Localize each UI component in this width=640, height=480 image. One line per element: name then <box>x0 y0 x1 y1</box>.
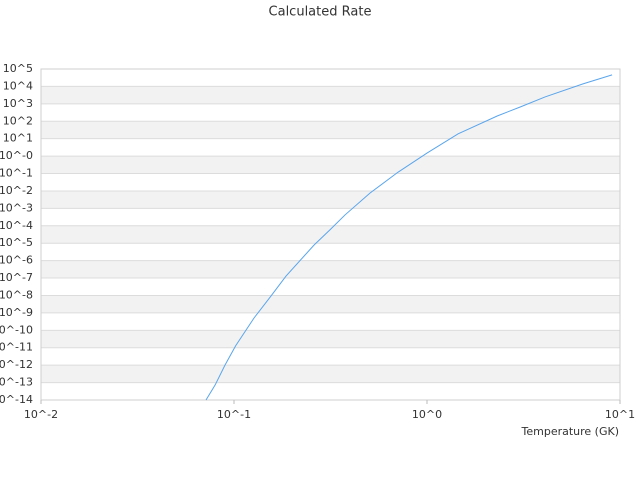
x-tick-label: 10^-2 <box>24 408 58 421</box>
y-tick-label: 10^4 <box>3 79 33 92</box>
y-tick-label: 10^-14 <box>0 393 33 406</box>
x-tick-label: 10^-1 <box>217 408 251 421</box>
grid-band <box>41 103 620 122</box>
y-tick-label: 10^-1 <box>0 167 33 180</box>
y-tick-label: 10^-6 <box>0 254 33 267</box>
y-tick-label: 10^-0 <box>0 149 33 162</box>
y-tick-label: 10^-7 <box>0 271 33 284</box>
grid-band <box>41 225 620 244</box>
grid-band <box>41 138 620 157</box>
grid-band <box>41 173 620 191</box>
y-tick-label: 10^-12 <box>0 358 33 371</box>
chart-title: Calculated Rate <box>269 5 372 20</box>
grid-band <box>41 86 620 104</box>
grid-band <box>41 243 620 261</box>
grid-band <box>41 330 620 348</box>
y-tick-label: 10^-5 <box>0 236 33 249</box>
y-tick-label: 10^-4 <box>0 219 33 232</box>
y-tick-label: 10^3 <box>3 97 33 110</box>
y-tick-label: 10^-3 <box>0 201 33 214</box>
y-tick-label: 10^-13 <box>0 376 33 389</box>
y-tick-label: 10^-10 <box>0 323 33 336</box>
grid-band <box>41 121 620 139</box>
grid-band <box>41 156 620 174</box>
y-tick-label: 10^-9 <box>0 306 33 319</box>
grid-band <box>41 69 620 87</box>
y-tick-label: 10^2 <box>3 114 33 127</box>
grid-band <box>41 365 620 383</box>
grid-band <box>41 382 620 400</box>
y-tick-label: 10^-11 <box>0 341 33 354</box>
x-tick-label: 10^0 <box>412 408 442 421</box>
y-tick-label: 10^1 <box>3 132 33 145</box>
grid-band <box>41 312 620 331</box>
grid-band <box>41 295 620 313</box>
x-tick-label: 10^1 <box>605 408 635 421</box>
y-tick-label: 10^-8 <box>0 288 33 301</box>
plot-border <box>40 68 621 401</box>
grid-band <box>41 190 620 209</box>
x-axis-label: Temperature (GK) <box>521 425 620 438</box>
grid-band <box>41 347 620 366</box>
grid-band <box>41 278 620 296</box>
line <box>205 74 613 401</box>
grid-band <box>41 260 620 279</box>
y-tick-label: 10^-2 <box>0 184 33 197</box>
grid-band <box>41 208 620 226</box>
y-tick-label: 10^5 <box>3 62 33 75</box>
